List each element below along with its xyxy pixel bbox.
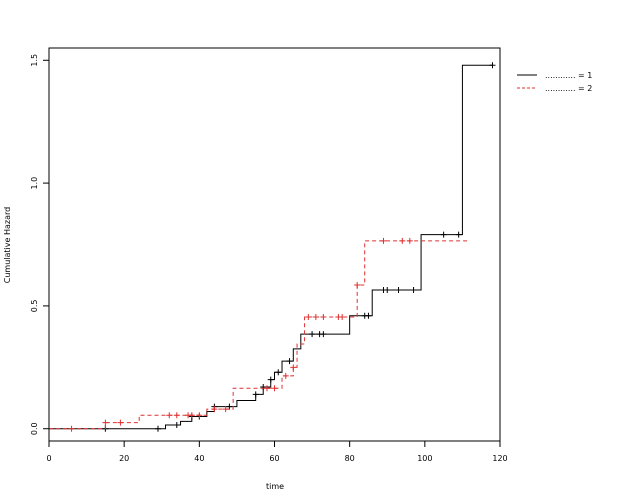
series-2-censor-mark — [188, 412, 195, 419]
x-tick-label: 0 — [46, 454, 51, 463]
series-2-censor-mark — [117, 419, 124, 426]
series-2-censor-mark — [399, 237, 406, 244]
series-1-censor-mark — [267, 376, 274, 383]
series-2-censor-mark — [222, 406, 229, 413]
series-2-censor-mark — [282, 372, 289, 379]
y-axis-title: Cumulative Hazard — [3, 207, 12, 283]
series-1-censor-mark — [286, 358, 293, 365]
series-1-censor-mark — [320, 331, 327, 338]
series-1-censor-mark — [365, 312, 372, 319]
series-1-censor-mark — [154, 425, 161, 432]
series-1-censor-mark — [260, 383, 267, 390]
series-1-censor-mark — [309, 331, 316, 338]
x-tick-label: 40 — [194, 454, 204, 463]
series-2-censor-mark — [271, 385, 278, 392]
plot-layer — [49, 62, 496, 432]
series-2-step-line — [49, 240, 470, 430]
series-2-censor-mark — [380, 237, 387, 244]
series-2-censor-mark — [263, 385, 270, 392]
x-axis-title: time — [266, 482, 284, 491]
y-tick-label: 0.0 — [30, 422, 39, 435]
series-1-censor-mark — [410, 286, 417, 293]
y-tick-label: 1.0 — [30, 177, 39, 190]
series-1-step-line — [49, 64, 493, 430]
x-tick-label: 20 — [119, 454, 129, 463]
series-1-censor-mark — [455, 231, 462, 238]
plot-frame — [48, 47, 501, 442]
series-1-censor-mark — [226, 403, 233, 410]
series-2-censor-mark — [102, 419, 109, 426]
x-tick-label: 60 — [269, 454, 279, 463]
series-2-censor-mark — [320, 313, 327, 320]
series-2-censor-mark — [339, 313, 346, 320]
legend: ............ = 1 ............ = 2 — [517, 71, 592, 93]
series-1-censor-mark — [395, 286, 402, 293]
series-2-censor-mark — [305, 313, 312, 320]
series-1-censor-mark — [384, 286, 391, 293]
series-2-censor-mark — [406, 237, 413, 244]
y-tick-label: 0.5 — [30, 300, 39, 313]
y-tick-label: 1.5 — [30, 54, 39, 67]
series-2-censor-mark — [196, 412, 203, 419]
series-1-censor-mark — [252, 391, 259, 398]
x-tick-label: 120 — [492, 454, 507, 463]
series-1-censor-mark — [440, 231, 447, 238]
series-2-censor-mark — [290, 364, 297, 371]
series-1-censor-mark — [173, 422, 180, 429]
x-tick-label: 100 — [417, 454, 432, 463]
series-1-legend-label: ............ = 1 — [545, 71, 592, 80]
series-2-censor-mark — [354, 282, 361, 289]
series-1-censor-mark — [275, 369, 282, 376]
series-2-censor-mark — [68, 425, 75, 432]
x-tick-label: 80 — [345, 454, 355, 463]
axes-layer: 0 20 40 60 80 100 120 0.0 0.5 1.0 1.5 — [30, 47, 508, 463]
series-2-legend-label: ............ = 2 — [545, 84, 592, 93]
series-1-censor-mark — [489, 62, 496, 69]
series-2-censor-mark — [173, 412, 180, 419]
series-2-censor-mark — [312, 313, 319, 320]
series-2-censor-mark — [211, 406, 218, 413]
series-2-censor-mark — [166, 412, 173, 419]
